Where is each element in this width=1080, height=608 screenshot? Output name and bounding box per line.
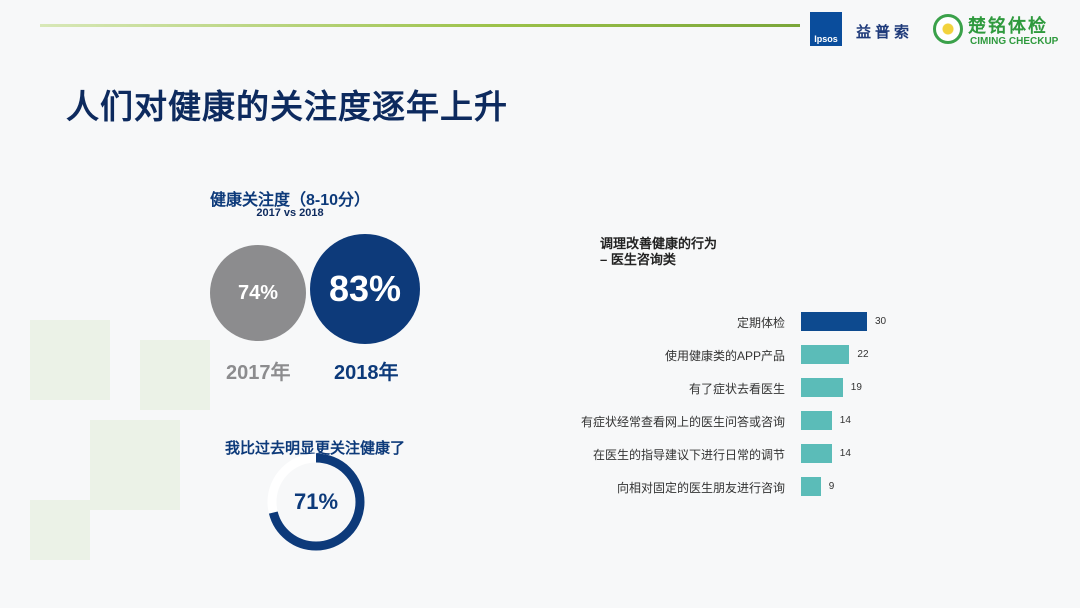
ipsos-name: 益普索 [856, 24, 914, 41]
bar-value: 19 [850, 382, 862, 393]
bar [801, 444, 832, 463]
bar [801, 378, 843, 397]
ciming-name-en: CIMING CHECKUP [970, 36, 1059, 47]
bar-value: 30 [875, 316, 887, 327]
ring-value: 71% [293, 489, 339, 514]
circle-2017: 74% [210, 245, 306, 341]
bar-label: 在医生的指导建议下进行日常的调节 [592, 448, 785, 462]
attention-subtitle: 2017 vs 2018 [256, 207, 324, 219]
decor-square [30, 320, 110, 400]
ring-chart [267, 453, 365, 551]
bar-label: 向相对固定的医生朋友进行咨询 [616, 481, 785, 495]
ciming-name: 楚铭体检 [968, 16, 1048, 36]
bar-row: 有症状经常查看网上的医生问答或咨询 14 [560, 411, 900, 431]
decor-square [30, 500, 90, 560]
chart-title: 调理改善健康的行为 [600, 236, 718, 251]
decor-square [90, 420, 180, 510]
bar-row: 在医生的指导建议下进行日常的调节 14 [560, 444, 900, 464]
bar-label: 使用健康类的APP产品 [664, 349, 785, 363]
bar-row: 有了症状去看医生 19 [560, 378, 900, 398]
bar-label: 有了症状去看医生 [688, 382, 785, 396]
page-title: 人们对健康的关注度逐年上升 [66, 88, 508, 125]
ipsos-logo: Ipsos [810, 12, 842, 46]
bar [801, 477, 821, 496]
bar-row: 定期体检 30 [560, 312, 900, 332]
bar [801, 411, 832, 430]
circle-2018: 83% [310, 234, 420, 344]
ciming-logo-icon [933, 14, 963, 44]
year-2017: 2017年 [226, 362, 291, 384]
bar [801, 312, 867, 331]
bar-value: 14 [839, 415, 851, 426]
bar-label: 有症状经常查看网上的医生问答或咨询 [580, 415, 785, 429]
year-2018: 2018年 [334, 362, 399, 384]
bar-value: 9 [828, 481, 835, 492]
header-divider [40, 24, 800, 27]
more-attention-title: 我比过去明显更关注健康了 [224, 440, 405, 457]
bar-value: 14 [839, 448, 851, 459]
bar-row: 向相对固定的医生朋友进行咨询 9 [560, 477, 900, 497]
bar-value: 22 [857, 349, 869, 360]
decor-square [140, 340, 210, 410]
bar-label: 定期体检 [736, 316, 785, 330]
bar-row: 使用健康类的APP产品 22 [560, 345, 900, 365]
attention-title: 健康关注度（8-10分） [209, 192, 371, 209]
ring-arc [267, 453, 365, 551]
bar [801, 345, 850, 364]
chart-subtitle: – 医生咨询类 [600, 252, 676, 267]
